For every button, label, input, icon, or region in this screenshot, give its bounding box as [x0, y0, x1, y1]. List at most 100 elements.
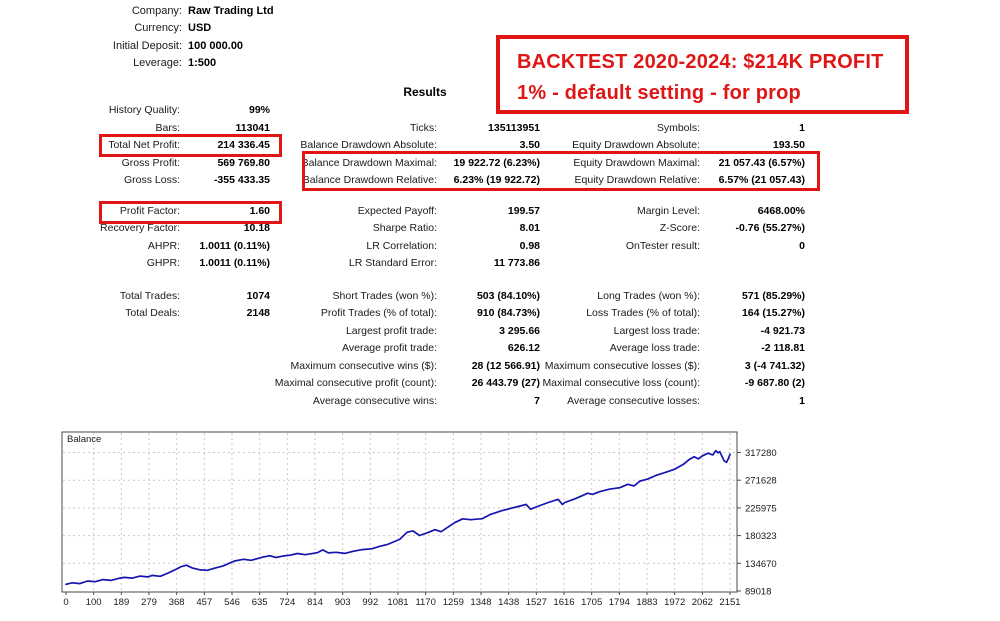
stat-label: Balance Drawdown Absolute: — [300, 139, 437, 151]
x-axis-label: 457 — [196, 597, 212, 608]
stat-value: 1074 — [246, 289, 270, 302]
stat-label: Long Trades (won %): — [597, 289, 700, 302]
stat-label: Maximal consecutive profit (count): — [274, 377, 437, 389]
stat-value: 0 — [799, 239, 805, 252]
stat-value: 1.60 — [249, 204, 270, 217]
x-axis-label: 546 — [224, 597, 240, 608]
x-axis-label: 1259 — [443, 597, 464, 608]
stat-label: Z-Score: — [659, 222, 700, 234]
stat-value: 910 (84.73%) — [476, 307, 540, 319]
balance-line — [65, 449, 731, 586]
account-field: Currency: USD — [0, 22, 1000, 39]
stat-row: Profit Factor: 1.60 Expected Payoff: 199.57… — [0, 203, 1000, 221]
x-axis-label: 1527 — [526, 597, 547, 608]
x-axis-label: 2062 — [692, 597, 713, 608]
y-axis-label: 271628 — [745, 476, 777, 487]
stat-value: -0.76 (55.27%) — [735, 222, 805, 234]
stat-label: Largest profit trade: — [345, 324, 437, 337]
stat-label: Largest loss trade: — [613, 324, 700, 337]
stat-value: 21 057.43 (6.57%) — [718, 156, 805, 169]
stat-value: -4 921.73 — [760, 324, 805, 337]
stat-label: AHPR: — [147, 239, 180, 252]
stat-value: 6468.00% — [757, 204, 805, 217]
x-axis-label: 2151 — [719, 597, 740, 608]
y-axis-label: 180323 — [745, 531, 777, 542]
x-axis-label: 1794 — [609, 597, 630, 608]
stat-value: 7 — [534, 394, 540, 407]
stat-value: 99% — [248, 104, 270, 116]
stat-value: -355 433.35 — [213, 174, 270, 186]
stat-label: Short Trades (won %): — [332, 289, 437, 302]
stat-row: History Quality: 99% — [0, 102, 1000, 120]
stat-value: 1 — [799, 394, 805, 407]
stat-row: Recovery Factor: 10.18 Sharpe Ratio: 8.01 Z-… — [0, 220, 1000, 238]
stat-value: 626.12 — [507, 342, 540, 354]
stat-row: Total Deals: 2148 Profit Trades (% of tota… — [0, 305, 1000, 323]
stat-value: 6.57% (21 057.43) — [718, 174, 805, 186]
stat-label: Balance Drawdown Maximal: — [301, 156, 437, 169]
annotation-banner: BACKTEST 2020-2024: $214K PROFIT 1% - de… — [496, 35, 909, 114]
stat-label: Maximum consecutive losses ($): — [544, 359, 700, 372]
stat-label: Gross Loss: — [123, 174, 180, 186]
stat-value: 8.01 — [519, 222, 540, 234]
account-field-label: Currency: — [134, 22, 182, 35]
account-field-value: USD — [188, 22, 212, 35]
account-field-label: Leverage: — [133, 57, 182, 70]
stat-value: 6.23% (19 922.72) — [453, 174, 540, 186]
stat-value: 26 443.79 (27) — [471, 377, 540, 389]
account-field: Company: Raw Trading Ltd — [0, 5, 1000, 22]
x-axis-label: 189 — [113, 597, 129, 608]
stat-value: 569 769.80 — [217, 156, 270, 169]
stat-row: Average consecutive wins: 7 Average consec… — [0, 393, 1000, 411]
stat-value: 11 773.86 — [493, 257, 540, 269]
stat-value: 1 — [799, 121, 805, 134]
stat-value: 0.98 — [519, 239, 540, 252]
stat-value: 3.50 — [519, 139, 540, 151]
results-title: Results — [403, 85, 447, 99]
stat-label: Total Deals: — [125, 307, 180, 319]
x-axis-label: 100 — [86, 597, 102, 608]
account-field: Initial Deposit: 100 000.00 — [0, 40, 1000, 57]
stat-label: Balance Drawdown Relative: — [302, 174, 437, 186]
x-axis-label: 1348 — [470, 597, 491, 608]
stat-label: LR Standard Error: — [348, 257, 437, 269]
stat-value: 214 336.45 — [217, 139, 270, 151]
account-field-label: Company: — [131, 5, 182, 17]
x-axis-label: 368 — [169, 597, 185, 608]
stat-row: Maximum consecutive wins ($): 28 (12 566.… — [0, 358, 1000, 376]
stat-label: History Quality: — [108, 104, 180, 116]
stat-label: Maximum consecutive wins ($): — [290, 359, 437, 372]
stat-value: 3 295.66 — [499, 324, 540, 337]
stat-row: Gross Loss: -355 433.35 Balance Drawdown R… — [0, 172, 1000, 190]
stat-row: Total Trades: 1074 Short Trades (won %): 50… — [0, 288, 1000, 306]
stat-value: 19 922.72 (6.23%) — [453, 156, 540, 169]
stat-value: 503 (84.10%) — [476, 289, 540, 302]
account-field-value: Raw Trading Ltd — [188, 5, 274, 17]
stat-label: Average loss trade: — [609, 342, 700, 354]
x-axis-label: 814 — [307, 597, 323, 608]
stat-row: Bars: 113041 Ticks: 135113951 Symbols: 1 — [0, 120, 1000, 138]
x-axis-label: 1170 — [415, 597, 435, 608]
stat-label: Profit Factor: — [119, 204, 180, 217]
stat-value: 571 (85.29%) — [741, 289, 805, 302]
stat-label: GHPR: — [146, 257, 180, 269]
balance-chart: 0 100 189 279 368 457 546 635 724 814 903 992 1081 11… — [0, 425, 1000, 621]
stat-label: Ticks: — [409, 121, 437, 134]
chart-frame — [61, 431, 738, 593]
stat-row: Gross Profit: 569 769.80 Balance Drawdown … — [0, 155, 1000, 173]
account-field: Leverage: 1:500 — [0, 57, 1000, 74]
account-field-value: 100 000.00 — [188, 39, 244, 52]
stat-row: Largest profit trade: 3 295.66 Largest los… — [0, 323, 1000, 341]
stat-value: 135113951 — [488, 121, 540, 134]
stat-row: GHPR: 1.0011 (0.11%) LR Standard Error: 11 … — [0, 255, 1000, 273]
y-axis-label: 89018 — [745, 587, 771, 598]
y-axis-label: 317280 — [745, 448, 777, 459]
stat-value: 193.50 — [772, 139, 805, 151]
stat-value: 3 (-4 741.32) — [744, 359, 805, 372]
stat-label: LR Correlation: — [366, 239, 437, 252]
stat-value: 164 (15.27%) — [741, 307, 805, 319]
stat-label: Gross Profit: — [121, 156, 180, 169]
x-axis-label: 0 — [63, 597, 68, 608]
stat-value: -2 118.81 — [761, 342, 805, 354]
